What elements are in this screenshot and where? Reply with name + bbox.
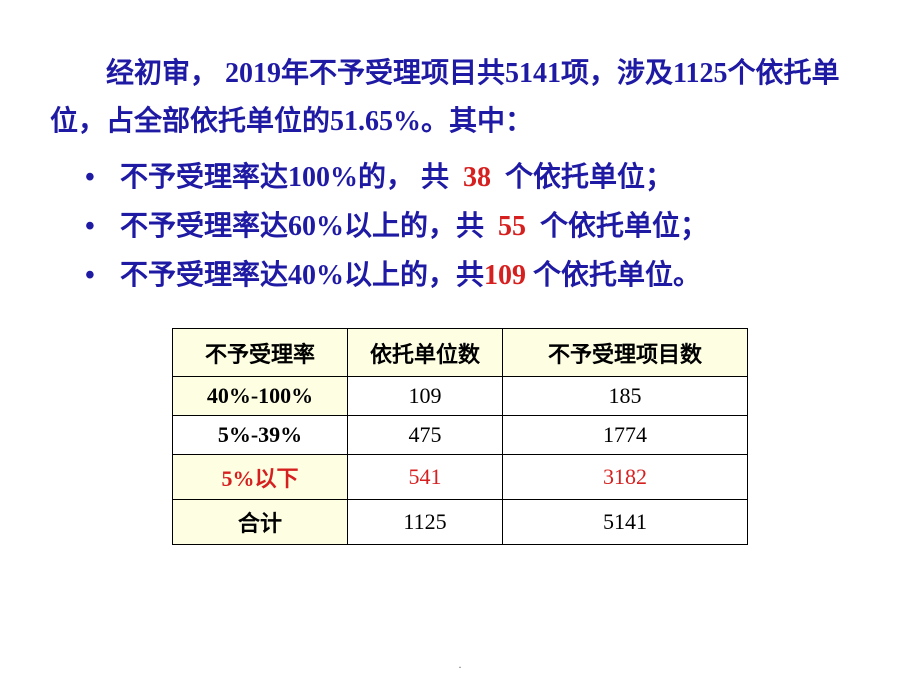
bullet-item: 不予受理率达100%的， 共 38 个依托单位； — [80, 153, 870, 202]
table-cell-projects: 3182 — [503, 455, 748, 500]
bullet-item: 不予受理率达60%以上的，共 55 个依托单位； — [80, 202, 870, 251]
bullet-item: 不予受理率达40%以上的，共109 个依托单位。 — [80, 251, 870, 300]
table-cell-rate: 5%-39% — [173, 416, 348, 455]
intro-paragraph: 经初审， 2019年不予受理项目共5141项，涉及1125个依托单位，占全部依托… — [50, 50, 870, 145]
footer-mark: . — [459, 657, 462, 672]
rejection-table: 不予受理率 依托单位数 不予受理项目数 40%-100%1091855%-39%… — [172, 328, 748, 545]
table-header-row: 不予受理率 依托单位数 不予受理项目数 — [173, 329, 748, 377]
bullet-list: 不予受理率达100%的， 共 38 个依托单位； 不予受理率达60%以上的，共 … — [80, 153, 870, 300]
table-row: 40%-100%109185 — [173, 377, 748, 416]
bullet-suffix: 个依托单位。 — [526, 260, 701, 291]
table-cell-rate: 40%-100% — [173, 377, 348, 416]
table-cell-projects: 185 — [503, 377, 748, 416]
table-cell-units: 109 — [348, 377, 503, 416]
table-cell-units: 1125 — [348, 500, 503, 545]
bullet-prefix: 不予受理率达40%以上的，共 — [120, 260, 484, 291]
table-body: 40%-100%1091855%-39%47517745%以下5413182合计… — [173, 377, 748, 545]
bullet-suffix: 个依托单位； — [533, 211, 708, 242]
table-row: 5%-39%4751774 — [173, 416, 748, 455]
table-header-rate: 不予受理率 — [173, 329, 348, 377]
bullet-suffix: 个依托单位； — [498, 162, 673, 193]
table-row: 合计11255141 — [173, 500, 748, 545]
table-header-projects: 不予受理项目数 — [503, 329, 748, 377]
bullet-number: 109 — [484, 251, 526, 300]
table-container: 不予受理率 依托单位数 不予受理项目数 40%-100%1091855%-39%… — [50, 328, 870, 545]
table-cell-rate: 合计 — [173, 500, 348, 545]
table-row: 5%以下5413182 — [173, 455, 748, 500]
table-cell-units: 541 — [348, 455, 503, 500]
table-cell-projects: 1774 — [503, 416, 748, 455]
table-cell-rate: 5%以下 — [173, 455, 348, 500]
table-cell-units: 475 — [348, 416, 503, 455]
bullet-prefix: 不予受理率达60%以上的，共 — [120, 211, 491, 242]
bullet-number: 38 — [456, 153, 498, 202]
table-header-units: 依托单位数 — [348, 329, 503, 377]
bullet-prefix: 不予受理率达100%的， 共 — [120, 162, 456, 193]
bullet-number: 55 — [491, 202, 533, 251]
table-cell-projects: 5141 — [503, 500, 748, 545]
